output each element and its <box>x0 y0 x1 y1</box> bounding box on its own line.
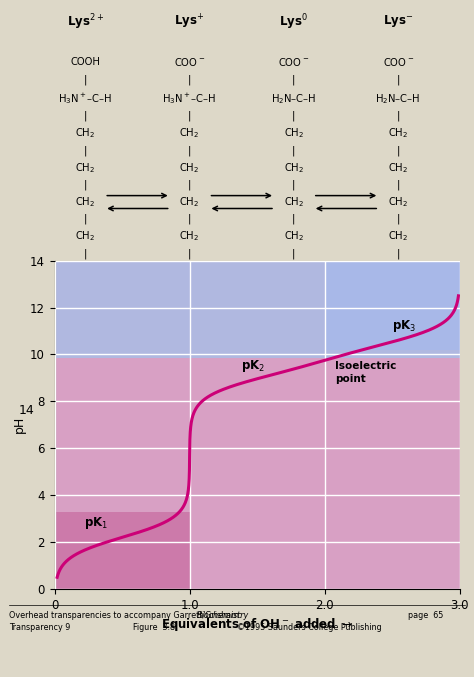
Text: |: | <box>396 248 400 259</box>
Text: |: | <box>292 74 296 85</box>
Text: ©1995 Saunders College Publishing: ©1995 Saunders College Publishing <box>237 623 382 632</box>
Text: CH$_2$: CH$_2$ <box>284 160 304 175</box>
Text: CH$_2$: CH$_2$ <box>388 195 408 209</box>
Text: |: | <box>83 145 87 156</box>
Text: COO$^-$: COO$^-$ <box>383 56 414 68</box>
Text: COO$^-$: COO$^-$ <box>278 56 310 68</box>
Text: |: | <box>188 111 191 121</box>
Text: pK$_3$: pK$_3$ <box>392 318 416 334</box>
Text: H$_3$N$^+$–C–H: H$_3$N$^+$–C–H <box>58 91 112 106</box>
Text: NH$_3$$^+$: NH$_3$$^+$ <box>175 263 204 278</box>
Y-axis label: pH: pH <box>13 416 26 433</box>
Text: Isoelectric
point: Isoelectric point <box>336 362 397 384</box>
Text: CH$_2$: CH$_2$ <box>180 127 200 140</box>
Text: 14: 14 <box>18 404 34 417</box>
Text: CH$_2$: CH$_2$ <box>388 230 408 243</box>
Text: |: | <box>396 145 400 156</box>
Text: Figure  3.8: Figure 3.8 <box>133 623 175 632</box>
Text: |: | <box>292 179 296 190</box>
Text: NH$_3$$^+$: NH$_3$$^+$ <box>71 263 100 278</box>
Text: CH$_2$: CH$_2$ <box>180 230 200 243</box>
Text: Overhead transparencies to accompany Garrett/Grisham:: Overhead transparencies to accompany Gar… <box>9 611 245 620</box>
Text: CH$_2$: CH$_2$ <box>388 127 408 140</box>
Text: |: | <box>83 248 87 259</box>
Text: |: | <box>396 111 400 121</box>
Text: CH$_2$: CH$_2$ <box>284 127 304 140</box>
Text: pK$_1$: pK$_1$ <box>84 515 109 531</box>
Text: CH$_2$: CH$_2$ <box>284 195 304 209</box>
Text: CH$_2$: CH$_2$ <box>75 160 95 175</box>
Text: CH$_2$: CH$_2$ <box>75 195 95 209</box>
Text: H$_2$N–C–H: H$_2$N–C–H <box>375 92 421 106</box>
Text: H$_3$N$^+$–C–H: H$_3$N$^+$–C–H <box>163 91 217 106</box>
Text: |: | <box>292 111 296 121</box>
Text: |: | <box>83 111 87 121</box>
Text: |: | <box>292 248 296 259</box>
Text: |: | <box>188 248 191 259</box>
Text: CH$_2$: CH$_2$ <box>284 230 304 243</box>
Text: Biochemistry: Biochemistry <box>197 611 249 620</box>
Text: Lys$^{0}$: Lys$^{0}$ <box>280 13 308 32</box>
Text: CH$_2$: CH$_2$ <box>180 195 200 209</box>
Text: Lys$^{-}$: Lys$^{-}$ <box>383 13 413 29</box>
Text: |: | <box>396 179 400 190</box>
Text: |: | <box>396 74 400 85</box>
Bar <box>55 512 190 589</box>
Text: |: | <box>396 214 400 225</box>
Text: NH$_2$: NH$_2$ <box>388 264 409 278</box>
Text: CH$_2$: CH$_2$ <box>388 160 408 175</box>
X-axis label: Equivalents of OH$^-$ added $\rightarrow$: Equivalents of OH$^-$ added $\rightarrow… <box>161 616 353 633</box>
Text: |: | <box>188 145 191 156</box>
Text: CH$_2$: CH$_2$ <box>75 127 95 140</box>
Text: CH$_2$: CH$_2$ <box>75 230 95 243</box>
Text: |: | <box>292 145 296 156</box>
Bar <box>55 358 460 589</box>
Text: |: | <box>188 179 191 190</box>
Text: NH$_3$$^+$: NH$_3$$^+$ <box>280 263 308 278</box>
Text: |: | <box>83 214 87 225</box>
Text: |: | <box>83 74 87 85</box>
Text: |: | <box>188 74 191 85</box>
Text: page  65: page 65 <box>408 611 443 620</box>
Text: |: | <box>292 214 296 225</box>
Text: CH$_2$: CH$_2$ <box>180 160 200 175</box>
Text: COO$^-$: COO$^-$ <box>174 56 205 68</box>
Bar <box>325 261 460 350</box>
Text: |: | <box>83 179 87 190</box>
Text: Lys$^{+}$: Lys$^{+}$ <box>174 13 205 31</box>
Text: COOH: COOH <box>70 58 100 67</box>
Text: Transparency 9: Transparency 9 <box>9 623 71 632</box>
Text: |: | <box>188 214 191 225</box>
Text: pK$_2$: pK$_2$ <box>241 357 265 374</box>
Text: Lys$^{2+}$: Lys$^{2+}$ <box>67 13 104 32</box>
Text: H$_2$N–C–H: H$_2$N–C–H <box>271 92 317 106</box>
